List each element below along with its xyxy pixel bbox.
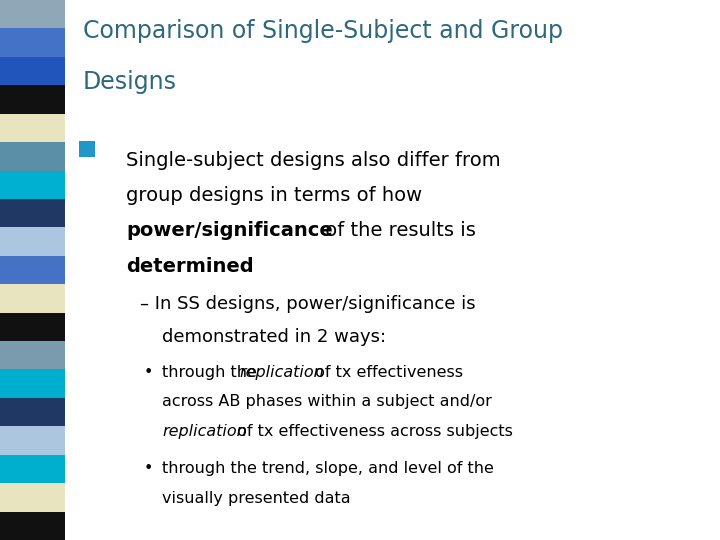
Text: replication: replication [162,424,247,439]
Bar [0,171,65,199]
Bar [0,199,65,227]
Text: •: • [144,365,153,380]
Bar [0,398,65,426]
Text: of tx effectiveness across subjects: of tx effectiveness across subjects [232,424,513,439]
Text: of the results is: of the results is [319,221,476,240]
Text: through the: through the [162,365,262,380]
Bar [0,455,65,483]
Bar [0,511,65,540]
Text: through the trend, slope, and level of the: through the trend, slope, and level of t… [162,461,494,476]
Text: determined: determined [126,256,253,275]
Bar [0,114,65,142]
Bar [0,57,65,85]
Text: •: • [144,461,153,476]
Text: – In SS designs, power/significance is: – In SS designs, power/significance is [140,295,476,313]
Text: Comparison of Single-Subject and Group: Comparison of Single-Subject and Group [83,19,563,43]
Text: replication: replication [240,365,325,380]
Bar [0,227,65,256]
Text: group designs in terms of how: group designs in terms of how [126,186,422,205]
Bar [0,29,65,57]
Text: of tx effectiveness: of tx effectiveness [310,365,462,380]
Bar [0,85,65,114]
Text: power/significance: power/significance [126,221,333,240]
Bar [0,483,65,511]
Text: visually presented data: visually presented data [162,491,351,506]
Bar [0,256,65,284]
Bar [0,369,65,398]
Text: across AB phases within a subject and/or: across AB phases within a subject and/or [162,394,492,409]
Text: Designs: Designs [83,70,177,94]
Bar [0,313,65,341]
Bar [0,284,65,313]
Bar [0,426,65,455]
Text: Single-subject designs also differ from: Single-subject designs also differ from [126,151,500,170]
Bar [0,142,65,171]
Bar [0,341,65,369]
Bar [79,141,95,157]
Text: demonstrated in 2 ways:: demonstrated in 2 ways: [162,327,386,346]
Bar [0,0,65,29]
